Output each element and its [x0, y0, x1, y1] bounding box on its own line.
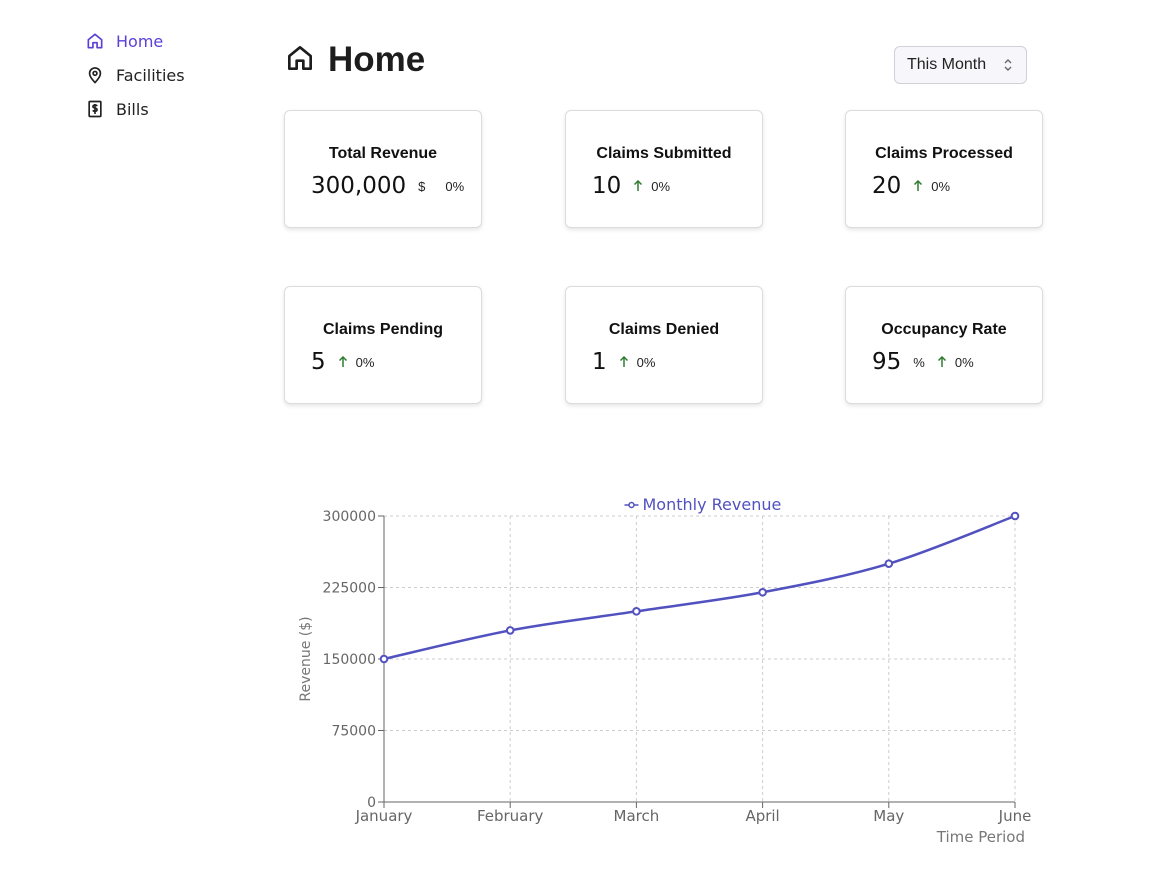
data-point	[758, 587, 767, 597]
sidebar-item-label: Facilities	[116, 65, 185, 85]
monthly-revenue-chart: 0 75000 150000 225000 300000 January February M…	[290, 490, 1050, 860]
chevron-up-down-icon	[1004, 59, 1012, 71]
y-tick-label: 225000	[323, 581, 376, 597]
card-unit: %	[913, 354, 925, 370]
card-title: Claims Denied	[608, 321, 720, 338]
arrow-up-icon	[619, 356, 628, 367]
sidebar-item-label: Home	[116, 31, 164, 51]
y-tick-label: 0	[367, 795, 376, 811]
home-icon	[284, 42, 316, 79]
card-title: Total Revenue	[328, 145, 438, 162]
data-point	[632, 607, 641, 616]
x-tick-label: May	[873, 807, 904, 825]
arrow-up-icon	[634, 180, 643, 191]
map-pin-icon	[84, 64, 106, 86]
card-change: 0%	[445, 178, 465, 194]
page-title: Home	[284, 40, 425, 80]
sidebar-item-label: Bills	[116, 99, 149, 119]
arrow-up-icon	[914, 180, 923, 191]
data-point	[884, 559, 894, 568]
y-axis-label: Revenue ($)	[298, 616, 314, 701]
card-value: 20	[872, 173, 902, 199]
stat-card-claims-denied: Claims Denied 1 0%	[565, 286, 763, 404]
card-title: Claims Pending	[322, 321, 444, 338]
y-tick-label: 150000	[323, 652, 376, 668]
sidebar-item-home[interactable]: Home	[84, 24, 254, 58]
chart-svg: 0 75000 150000 225000 300000 January February M…	[298, 495, 1032, 846]
sidebar-item-facilities[interactable]: Facilities	[84, 58, 254, 92]
card-unit: $	[418, 178, 426, 194]
x-tick-label: April	[745, 807, 779, 825]
y-tick-label: 300000	[323, 509, 376, 525]
stat-card-claims-pending: Claims Pending 5 0%	[284, 286, 482, 404]
dollar-bill-icon	[84, 98, 106, 120]
x-tick-label: January	[355, 807, 413, 825]
card-change: 0%	[651, 178, 671, 194]
x-axis-label: Time Period	[936, 828, 1025, 846]
stat-card-occupancy-rate: Occupancy Rate 95 % 0%	[845, 286, 1043, 404]
x-tick-label: June	[998, 807, 1032, 825]
stat-card-claims-processed: Claims Processed 20 0%	[845, 110, 1043, 228]
card-value: 300,000	[311, 173, 407, 199]
card-value: 1	[592, 349, 607, 375]
card-change: 0%	[355, 354, 375, 370]
card-value: 10	[592, 173, 622, 199]
period-select-value: This Month	[907, 56, 987, 73]
card-change: 0%	[931, 178, 951, 194]
stat-card-total-revenue: Total Revenue 300,000 $ 0%	[284, 110, 482, 228]
period-select[interactable]: This Month	[894, 46, 1027, 84]
y-tick-label: 75000	[331, 724, 376, 740]
stat-card-claims-submitted: Claims Submitted 10 0%	[565, 110, 763, 228]
x-tick-label: March	[614, 807, 660, 825]
home-icon	[84, 30, 106, 52]
card-title: Claims Processed	[875, 145, 1013, 162]
data-point	[379, 654, 389, 664]
sidebar-item-bills[interactable]: Bills	[84, 92, 254, 126]
card-value: 5	[311, 349, 326, 375]
card-title: Occupancy Rate	[881, 321, 1007, 338]
card-value: 95	[872, 349, 902, 375]
arrow-up-icon	[937, 356, 946, 367]
data-point	[1010, 511, 1020, 521]
card-change: 0%	[954, 354, 974, 370]
series-line	[383, 514, 1016, 661]
legend-marker-point	[628, 501, 635, 509]
sidebar: Home Facilities Bills	[84, 24, 254, 126]
data-point	[505, 626, 515, 635]
page-title-text: Home	[328, 40, 426, 79]
card-title: Claims Submitted	[596, 145, 732, 162]
legend-label: Monthly Revenue	[643, 495, 782, 514]
arrow-up-icon	[338, 356, 347, 367]
card-change: 0%	[636, 354, 656, 370]
x-tick-label: February	[477, 807, 544, 825]
